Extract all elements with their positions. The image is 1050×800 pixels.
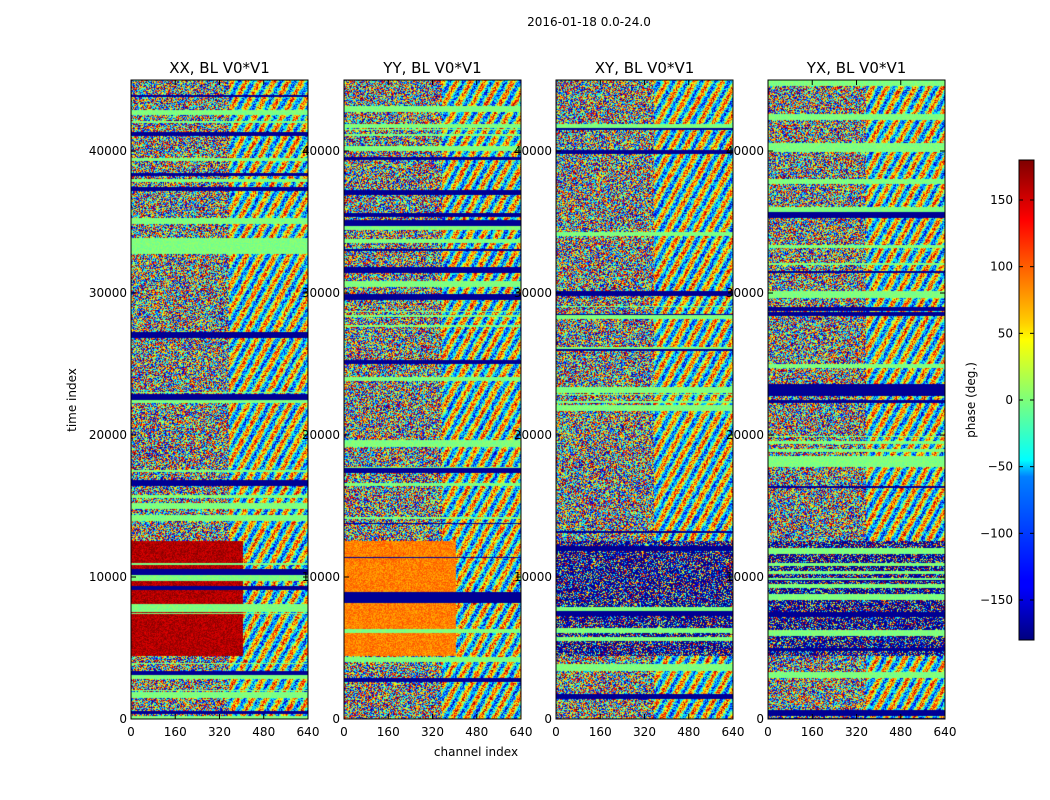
x-tick-label: 160: [589, 725, 612, 739]
y-tick-label: 10000: [514, 570, 552, 584]
colorbar-tick-label: −100: [980, 526, 1013, 540]
x-tick-label: 0: [764, 725, 772, 739]
y-tick-label: 40000: [89, 144, 127, 158]
y-tick-label: 10000: [302, 570, 340, 584]
x-tick-label: 0: [340, 725, 348, 739]
y-tick-label: 0: [332, 712, 340, 726]
panel-2: YY, BL V0*V1 0 160 320 480 640 0 10000 20000 3000…: [302, 59, 533, 739]
colorbar-label: phase (deg.): [964, 362, 978, 438]
y-tick-label: 30000: [302, 286, 340, 300]
x-tick-label: 480: [252, 725, 275, 739]
y-tick-label: 20000: [726, 428, 764, 442]
panel-frame: [130, 79, 309, 720]
y-axis-label: time index: [65, 368, 79, 432]
colorbar-tick-label: 100: [990, 260, 1013, 274]
panel-title: YY, BL V0*V1: [382, 59, 481, 77]
x-tick-label: 0: [127, 725, 135, 739]
colorbar: 150 100 50 0 −50 −100 −150 phase (deg.): [964, 159, 1035, 641]
y-tick-label: 30000: [89, 286, 127, 300]
y-tick-label: 10000: [726, 570, 764, 584]
x-axis-label: channel index: [434, 745, 518, 759]
y-tick-label: 0: [119, 712, 127, 726]
panel-frame: [767, 79, 946, 720]
colorbar-tick-label: −150: [980, 593, 1013, 607]
x-tick-label: 640: [722, 725, 745, 739]
y-tick-label: 40000: [302, 144, 340, 158]
x-tick-label: 160: [377, 725, 400, 739]
y-tick-label: 40000: [726, 144, 764, 158]
figure-suptitle: 2016-01-18 0.0-24.0: [527, 15, 651, 29]
x-tick-label: 320: [421, 725, 444, 739]
colorbar-tick-label: 150: [990, 193, 1013, 207]
panel-heatmap-1: [131, 80, 308, 719]
y-tick-label: 10000: [89, 570, 127, 584]
x-tick-label: 640: [510, 725, 533, 739]
panel-frame: [555, 79, 734, 720]
panel-heatmap-4: [768, 80, 945, 719]
colorbar-tick-label: −50: [988, 460, 1013, 474]
x-tick-label: 480: [677, 725, 700, 739]
colorbar-tick-label: 50: [998, 326, 1013, 340]
x-tick-label: 320: [845, 725, 868, 739]
x-tick-label: 160: [164, 725, 187, 739]
panel-heatmap-3: [556, 80, 733, 719]
x-tick-label: 640: [934, 725, 957, 739]
y-tick-label: 0: [544, 712, 552, 726]
colorbar-tick-label: 0: [1005, 393, 1013, 407]
x-tick-label: 320: [633, 725, 656, 739]
panel-3: XY, BL V0*V1 0 160 320 480 640 0 10000 20000 3000…: [514, 59, 745, 739]
y-tick-label: 20000: [514, 428, 552, 442]
x-tick-label: 0: [552, 725, 560, 739]
y-tick-label: 30000: [514, 286, 552, 300]
panel-1: XX, BL V0*V1 0 160 320 480 640 0 10000 20000 3000…: [89, 59, 320, 739]
panel-heatmap-2: [344, 80, 521, 719]
x-tick-label: 480: [465, 725, 488, 739]
panel-4: YX, BL V0*V1 0 160 320 480 640 0 10000 20000 3000…: [726, 59, 957, 739]
panel-title: YX, BL V0*V1: [806, 59, 907, 77]
x-tick-label: 160: [801, 725, 824, 739]
y-tick-label: 20000: [302, 428, 340, 442]
y-tick-label: 40000: [514, 144, 552, 158]
y-tick-label: 30000: [726, 286, 764, 300]
y-tick-label: 0: [756, 712, 764, 726]
panel-title: XY, BL V0*V1: [595, 59, 695, 77]
x-tick-label: 480: [889, 725, 912, 739]
panels-group: XX, BL V0*V1 0 160 320 480 640 0 10000 20000 3000…: [89, 59, 957, 739]
x-tick-label: 320: [208, 725, 231, 739]
x-tick-label: 640: [297, 725, 320, 739]
colorbar-ticks: 150 100 50 0 −50 −100 −150: [980, 193, 1034, 607]
panel-frame: [343, 79, 522, 720]
panel-title: XX, BL V0*V1: [169, 59, 270, 77]
y-tick-label: 20000: [89, 428, 127, 442]
